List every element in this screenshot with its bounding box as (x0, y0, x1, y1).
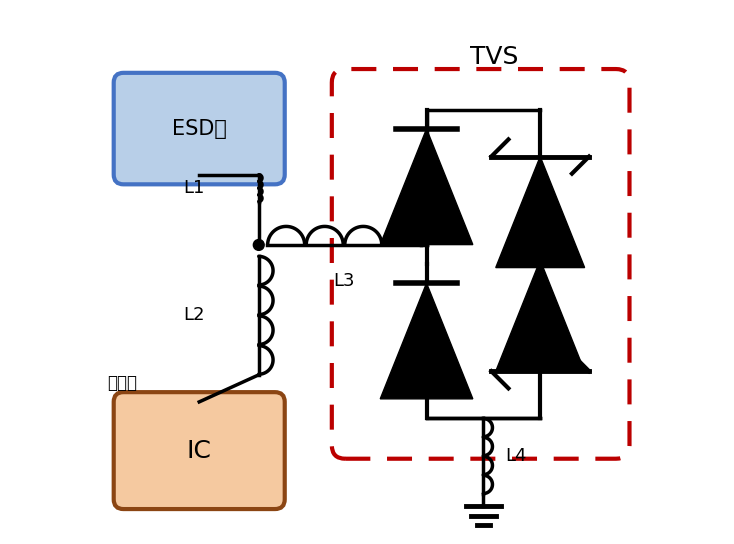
Circle shape (253, 239, 264, 250)
Polygon shape (380, 129, 473, 245)
Text: 保护线: 保护线 (107, 374, 137, 392)
Text: IC: IC (186, 438, 211, 462)
Text: L3: L3 (333, 272, 355, 290)
Polygon shape (495, 157, 584, 268)
Polygon shape (380, 283, 473, 399)
Text: ESD源: ESD源 (172, 119, 227, 139)
Polygon shape (495, 260, 584, 371)
FancyBboxPatch shape (114, 73, 285, 184)
Text: L4: L4 (505, 447, 526, 465)
Text: TVS: TVS (470, 45, 518, 69)
FancyBboxPatch shape (114, 392, 285, 509)
Text: L1: L1 (184, 179, 205, 197)
Text: L2: L2 (184, 306, 205, 324)
